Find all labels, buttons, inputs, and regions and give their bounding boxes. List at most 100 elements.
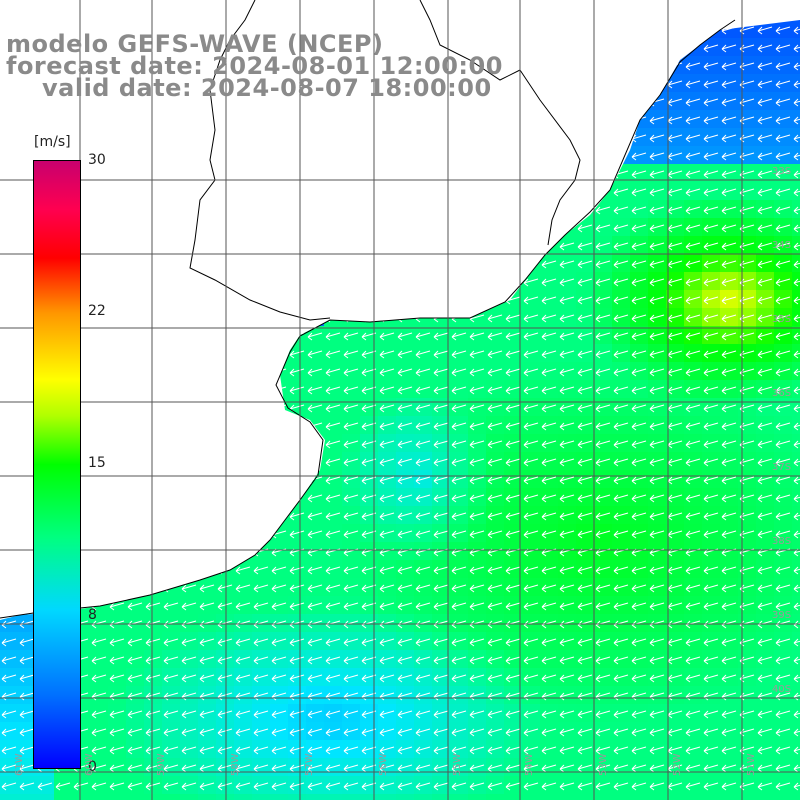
field-cell: [324, 650, 343, 669]
field-cell: [720, 326, 739, 345]
field-cell: [144, 596, 163, 615]
field-cell: [558, 488, 577, 507]
wind-arrow: [523, 584, 539, 593]
field-cell: [342, 326, 361, 345]
wind-arrow: [685, 188, 701, 197]
field-cell: [288, 668, 307, 687]
wind-arrow: [613, 386, 629, 395]
field-cell: [612, 452, 631, 471]
field-cell: [306, 362, 325, 381]
field-cell: [162, 632, 181, 651]
wind-arrow: [631, 422, 647, 431]
wind-arrow: [721, 80, 737, 89]
field-cell: [504, 380, 523, 399]
field-cell: [738, 128, 757, 147]
wind-arrow: [649, 368, 665, 377]
wind-arrow: [487, 566, 503, 575]
wind-arrow: [181, 602, 197, 611]
wind-arrow: [775, 458, 791, 467]
field-cell: [594, 650, 613, 669]
field-cell: [252, 704, 271, 723]
wind-arrow: [397, 386, 413, 395]
wind-arrow: [127, 746, 143, 755]
field-cell: [720, 776, 739, 795]
field-cell: [648, 110, 667, 129]
wind-arrow: [307, 404, 323, 413]
field-cell: [774, 38, 793, 57]
field-cell: [18, 686, 37, 705]
field-cell: [522, 542, 541, 561]
wind-arrow: [685, 350, 701, 359]
wind-arrow: [595, 368, 611, 377]
wind-arrow: [253, 728, 269, 737]
wind-arrow: [721, 782, 737, 791]
field-cell: [738, 542, 757, 561]
wind-arrow: [757, 26, 773, 35]
field-cell: [450, 794, 469, 800]
wind-arrow: [469, 368, 485, 377]
field-cell: [702, 452, 721, 471]
wind-arrow: [271, 728, 287, 737]
wind-arrow: [703, 566, 719, 575]
field-cell: [540, 308, 559, 327]
field-cell: [414, 686, 433, 705]
field-cell: [270, 704, 289, 723]
uruguay-north-line: [519, 69, 581, 246]
wind-arrow: [397, 476, 413, 485]
wind-arrow: [613, 728, 629, 737]
wind-arrow: [703, 728, 719, 737]
wind-arrow: [559, 386, 575, 395]
field-cell: [126, 686, 145, 705]
wind-arrow: [289, 728, 305, 737]
field-cell: [666, 686, 685, 705]
field-cell: [648, 794, 667, 800]
field-cell: [756, 470, 775, 489]
wind-arrow: [721, 386, 737, 395]
wind-arrow: [685, 260, 701, 269]
wind-arrow: [667, 224, 683, 233]
field-cell: [720, 344, 739, 363]
field-cell: [378, 704, 397, 723]
wind-arrow: [235, 638, 251, 647]
wind-arrow: [649, 674, 665, 683]
field-cell: [720, 218, 739, 237]
field-cell: [486, 542, 505, 561]
wind-arrow: [685, 782, 701, 791]
field-cell: [450, 344, 469, 363]
wind-arrow: [721, 656, 737, 665]
field-cell: [630, 272, 649, 291]
field-cell: [198, 776, 217, 795]
field-cell: [630, 380, 649, 399]
field-cell: [540, 290, 559, 309]
field-cell: [252, 722, 271, 741]
colorbar-tick-0: 0: [88, 759, 97, 775]
wind-arrow: [415, 476, 431, 485]
wind-arrow: [415, 782, 431, 791]
field-cell: [342, 632, 361, 651]
field-cell: [774, 398, 793, 417]
wind-arrow: [577, 422, 593, 431]
field-cell: [702, 344, 721, 363]
wind-arrow: [451, 404, 467, 413]
field-cell: [612, 470, 631, 489]
wind-arrow: [199, 584, 215, 593]
field-cell: [306, 740, 325, 759]
field-cell: [522, 650, 541, 669]
wind-arrow: [595, 440, 611, 449]
wind-arrow: [145, 746, 161, 755]
field-cell: [324, 794, 343, 800]
field-cell: [756, 650, 775, 669]
wind-arrow: [1, 746, 17, 755]
field-cell: [666, 722, 685, 741]
wind-arrow: [469, 638, 485, 647]
field-cell: [432, 416, 451, 435]
wind-arrow: [487, 512, 503, 521]
wind-arrow: [793, 242, 800, 251]
field-cell: [396, 632, 415, 651]
field-cell: [468, 632, 487, 651]
wind-arrow: [559, 674, 575, 683]
wind-arrow: [775, 224, 791, 233]
field-cell: [630, 632, 649, 651]
wind-arrow: [613, 242, 629, 251]
field-cell: [630, 416, 649, 435]
